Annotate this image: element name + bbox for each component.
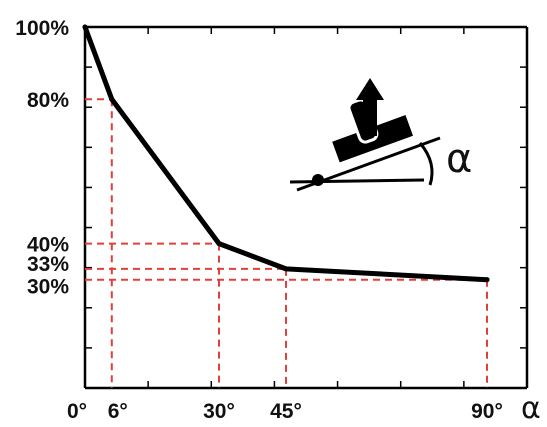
x-tick-label: 6° xyxy=(108,400,128,423)
series-point xyxy=(484,277,490,283)
reference-guides xyxy=(85,98,488,388)
series-point xyxy=(82,24,88,30)
series-layer xyxy=(82,24,490,283)
y-tick-label: 30% xyxy=(27,276,69,299)
x-tick-label: 0° xyxy=(67,400,87,423)
x-axis-label: α xyxy=(521,391,541,426)
y-tick-label: 33% xyxy=(27,253,69,276)
tilt-inset-illustration: α xyxy=(289,78,472,192)
y-tick-label: 80% xyxy=(27,89,69,112)
angle-arc xyxy=(418,142,434,186)
x-tick-label: 45° xyxy=(270,400,302,423)
up-arrow-icon xyxy=(356,78,384,136)
series-point xyxy=(283,266,289,272)
y-tick-labels: 100% 80% 40%33%30% xyxy=(15,17,69,299)
ground-line xyxy=(289,178,425,184)
y-tick-label: 100% xyxy=(15,17,69,40)
plot-frame xyxy=(83,25,529,390)
angle-alpha-label: α xyxy=(446,136,472,182)
series-point xyxy=(109,96,115,102)
y-tick-label: 40% xyxy=(27,234,69,257)
pivot-dot xyxy=(312,174,324,186)
tilt-ramp xyxy=(289,136,441,192)
series-point xyxy=(216,241,222,247)
x-tick-label: 90° xyxy=(471,400,503,423)
x-tick-label: 30° xyxy=(203,400,235,423)
x-tick-labels: 0° 6° 30° 45° 90° xyxy=(67,400,503,423)
